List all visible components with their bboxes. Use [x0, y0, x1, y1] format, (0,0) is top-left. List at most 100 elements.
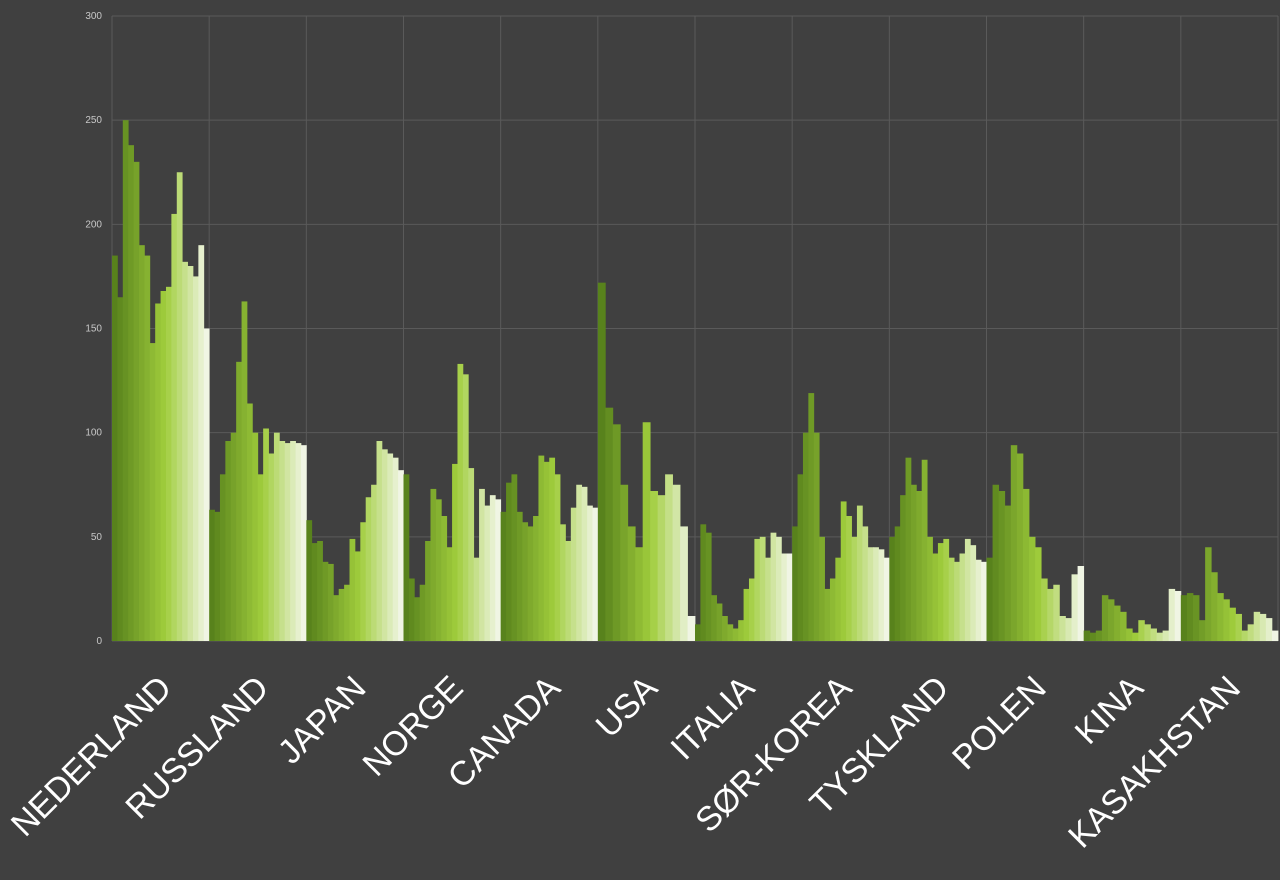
bar: [398, 470, 404, 641]
bar: [1235, 613, 1242, 641]
bar: [1035, 547, 1042, 641]
bar: [711, 595, 717, 641]
x-category-label: USA: [589, 669, 666, 746]
bar: [187, 266, 194, 641]
bar: [970, 545, 977, 641]
bar: [1144, 624, 1151, 641]
bar: [209, 509, 215, 641]
bar: [1253, 611, 1261, 641]
bar: [1114, 605, 1121, 641]
bar: [916, 491, 923, 641]
bar: [457, 363, 464, 641]
bar: [792, 526, 798, 641]
bar: [392, 457, 399, 641]
bar: [1041, 578, 1048, 641]
bar: [554, 474, 561, 641]
bar: [856, 505, 863, 641]
bar: [932, 553, 939, 641]
bar: [765, 557, 771, 641]
series-group-0: [112, 120, 210, 642]
bar: [403, 474, 410, 641]
bar: [975, 559, 982, 641]
bar: [1077, 566, 1085, 641]
bar: [468, 468, 475, 641]
bar: [878, 549, 885, 641]
bar: [252, 432, 259, 641]
bar: [732, 628, 739, 641]
bar: [576, 484, 583, 641]
bar: [819, 536, 825, 641]
bar: [1071, 574, 1078, 641]
bar: [627, 526, 636, 641]
bar: [160, 291, 167, 641]
bar: [570, 507, 577, 641]
bar: [687, 616, 696, 641]
series-group-10: [1083, 588, 1182, 641]
bar: [1271, 630, 1279, 641]
bar: [527, 526, 534, 641]
bar: [1047, 588, 1054, 641]
bar: [273, 432, 280, 641]
bar: [300, 445, 307, 641]
bar: [182, 261, 188, 641]
bar: [802, 432, 809, 641]
bar: [1265, 618, 1273, 641]
bar: [533, 516, 539, 641]
series-group-2: [306, 441, 404, 641]
bar: [112, 255, 118, 641]
bar: [144, 255, 151, 641]
bar: [1259, 613, 1267, 641]
bar: [775, 536, 782, 641]
bar: [900, 495, 906, 641]
bar: [219, 474, 226, 641]
bar: [225, 441, 232, 641]
bar: [414, 597, 421, 641]
bar: [727, 624, 734, 641]
bar: [835, 557, 842, 641]
bar: [1132, 632, 1139, 641]
bar: [840, 501, 847, 641]
bar: [1174, 591, 1182, 641]
x-category-label: POLEN: [945, 669, 1053, 777]
bar: [506, 482, 512, 641]
bar: [657, 495, 666, 641]
bar: [721, 616, 728, 641]
bar: [998, 491, 1006, 641]
bar: [387, 453, 394, 641]
bar: [1053, 584, 1060, 641]
bar: [360, 522, 367, 641]
bar: [1217, 593, 1224, 641]
bar: [462, 374, 469, 641]
bar: [203, 328, 210, 641]
bar: [452, 463, 458, 641]
bar: [333, 595, 340, 641]
bar: [592, 507, 599, 641]
bar: [241, 301, 248, 641]
bar: [748, 578, 755, 641]
series-group-11: [1180, 547, 1279, 641]
bar: [943, 538, 950, 641]
bar: [597, 282, 606, 641]
bar: [954, 561, 960, 641]
bar: [851, 536, 858, 641]
bar: [230, 432, 237, 641]
bar: [295, 443, 302, 641]
bar: [257, 474, 264, 641]
bar: [495, 499, 502, 641]
bar: [672, 484, 681, 641]
bar: [311, 543, 318, 641]
bar: [322, 561, 329, 641]
series-group-5: [597, 282, 696, 641]
bar: [770, 532, 777, 641]
bar: [781, 553, 788, 641]
bar: [1107, 599, 1115, 641]
bar: [759, 536, 766, 641]
bar: [1120, 611, 1127, 641]
bar: [290, 441, 296, 641]
bar: [1022, 488, 1030, 641]
bar: [279, 441, 286, 641]
bar: [894, 526, 901, 641]
bar: [473, 557, 480, 641]
bar: [620, 484, 629, 641]
bar: [128, 145, 134, 642]
